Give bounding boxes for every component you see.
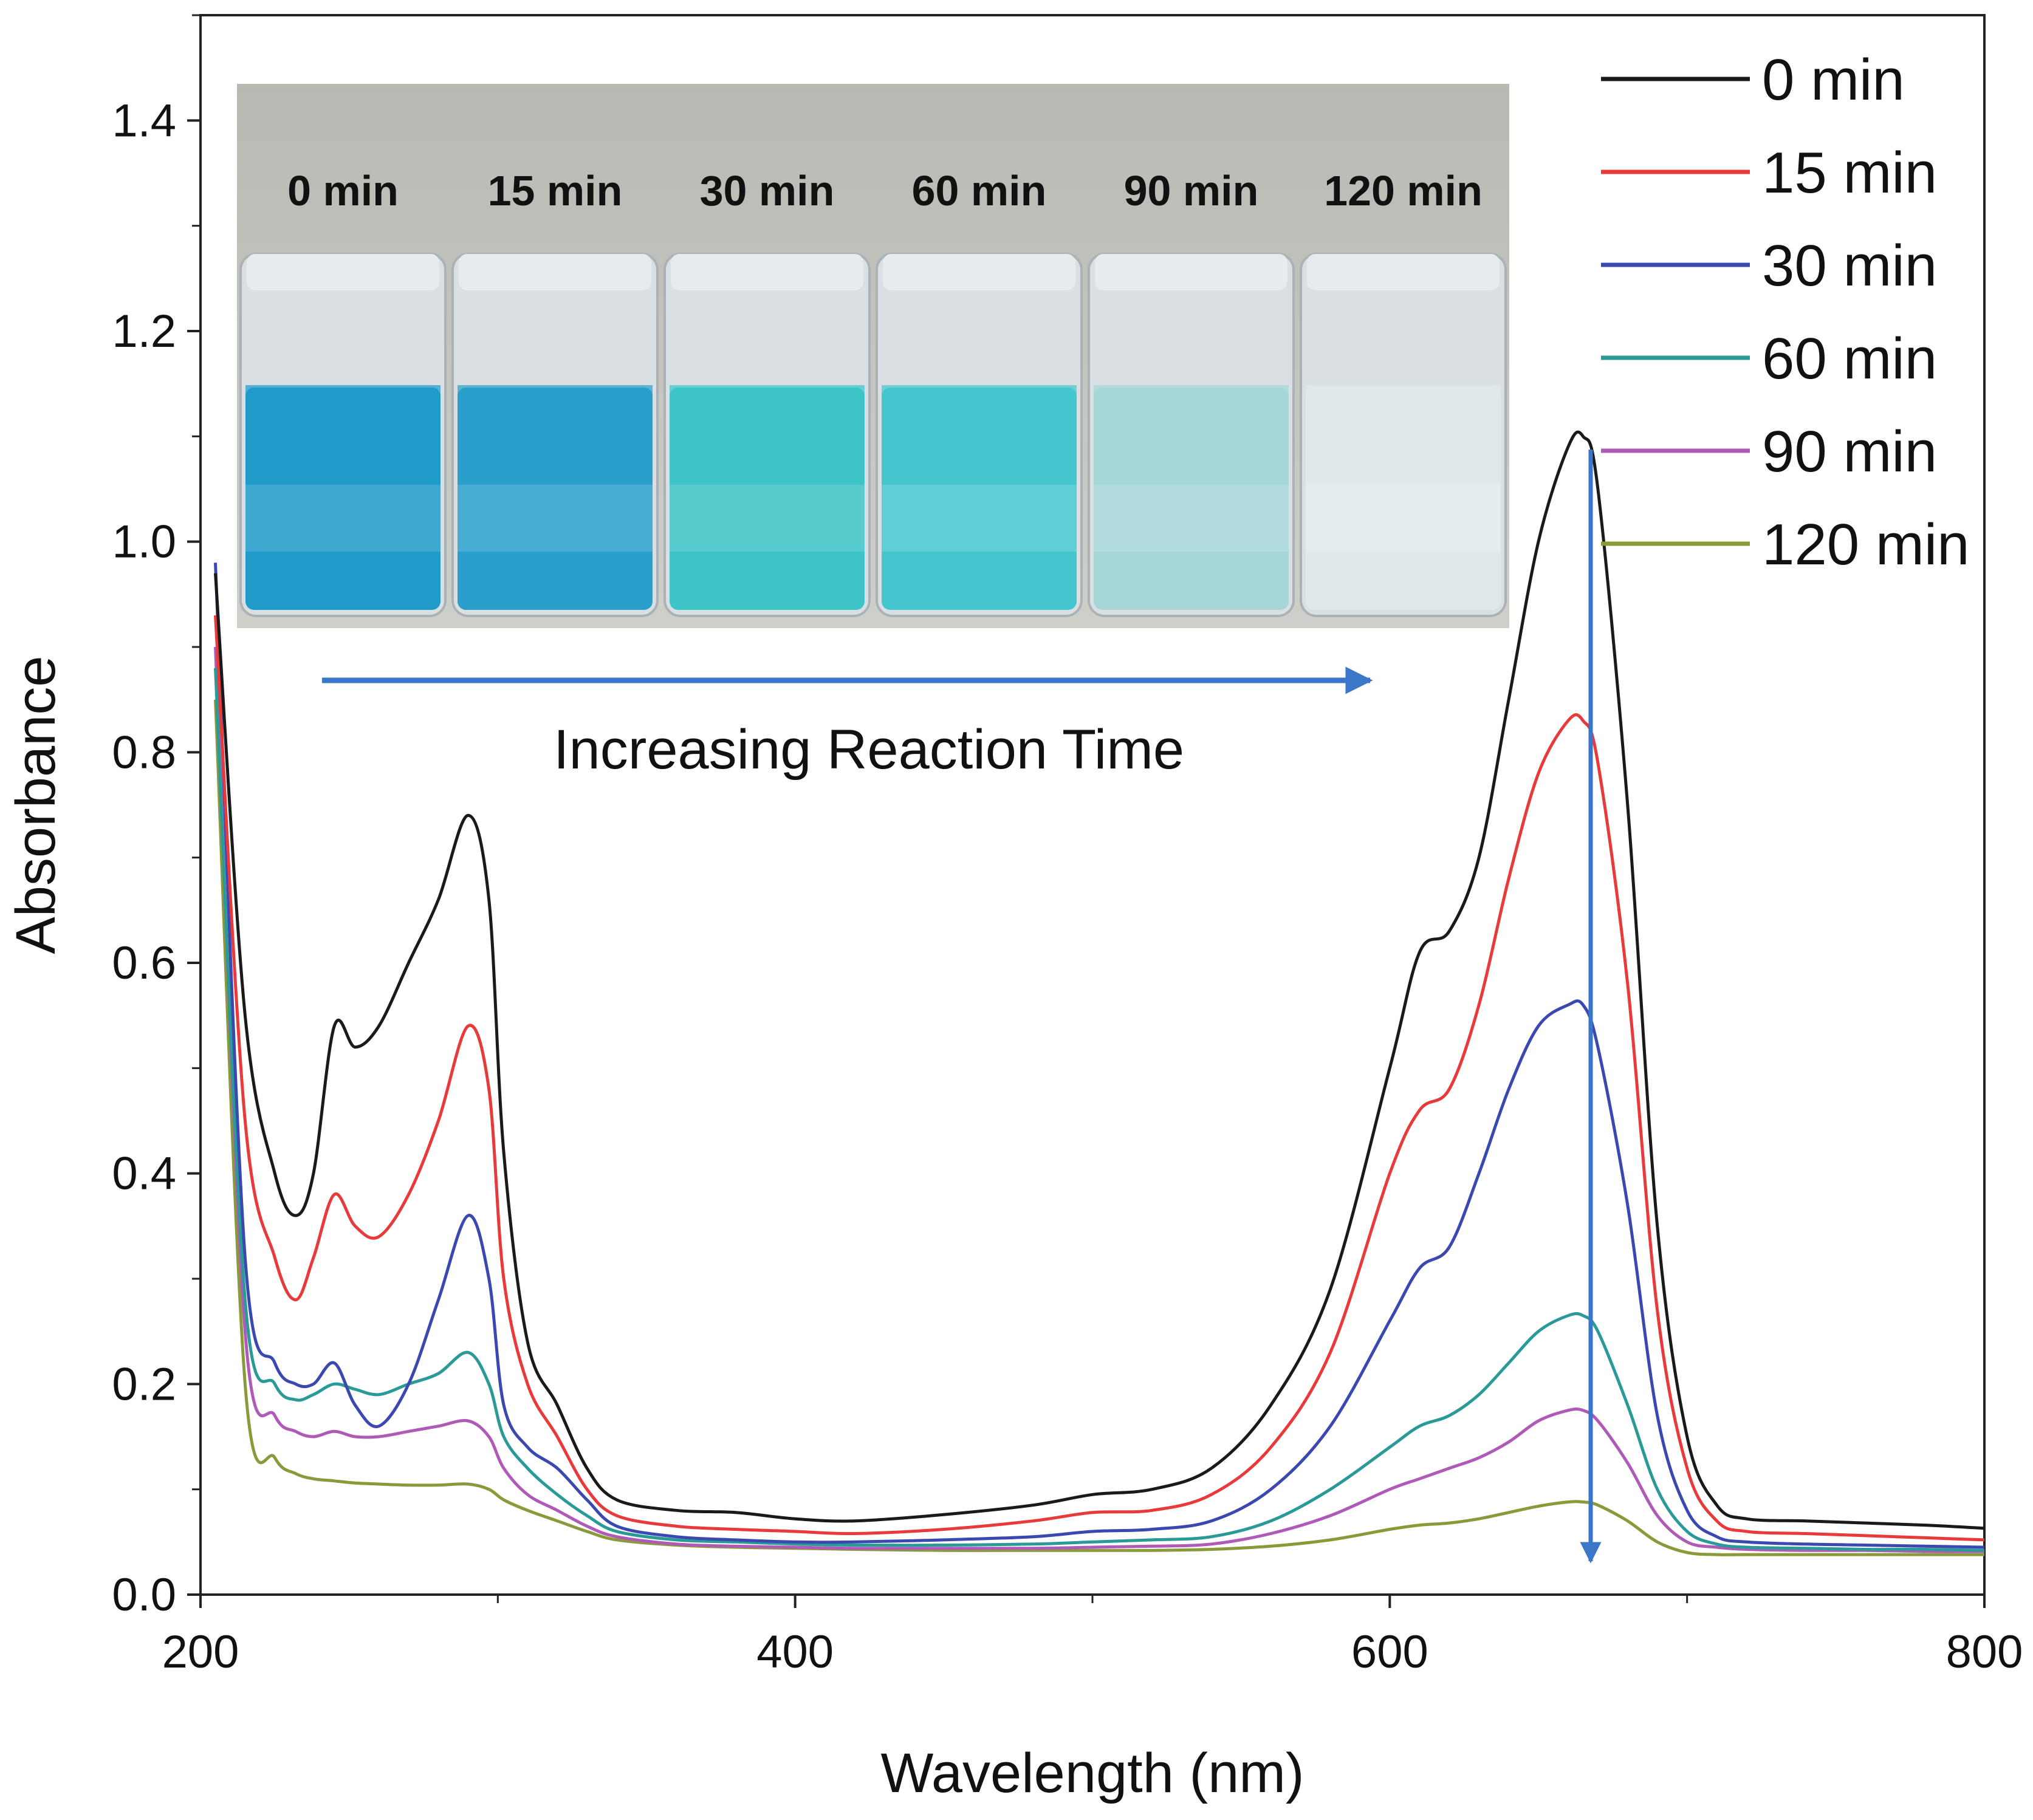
x-tick-label: 400 — [756, 1626, 834, 1678]
vial-neck — [247, 254, 439, 290]
legend-label: 0 min — [1762, 47, 1905, 112]
vial-label: 90 min — [1124, 167, 1259, 214]
vial-band — [245, 485, 441, 552]
x-tick-label: 600 — [1351, 1626, 1428, 1678]
vial-label: 30 min — [700, 167, 835, 214]
vial-neck — [671, 254, 863, 290]
inset-background — [237, 84, 1509, 628]
vial-label: 120 min — [1324, 167, 1483, 214]
inset-photo: 0 min 15 min 30 min 60 min 90 min 120 min — [237, 84, 1509, 628]
vial-label: 60 min — [912, 167, 1047, 214]
vial-label: 0 min — [287, 167, 399, 214]
y-tick-label: 0.0 — [112, 1569, 176, 1621]
vial-solution — [882, 388, 1077, 610]
x-axis-title: Wavelength (nm) — [880, 1742, 1304, 1804]
vial-band — [1094, 485, 1289, 552]
vial-meniscus — [458, 385, 653, 395]
vial-label: 15 min — [488, 167, 623, 214]
series-line-0-min — [214, 430, 1984, 1530]
vial-neck — [1095, 254, 1287, 290]
y-axis-title: Absorbance — [5, 656, 67, 954]
legend-label: 60 min — [1762, 326, 1937, 391]
y-tick-label: 0.2 — [112, 1358, 176, 1410]
y-tick-label: 0.4 — [112, 1148, 176, 1200]
x-tick-label: 200 — [162, 1626, 239, 1678]
vial-meniscus — [245, 385, 441, 395]
vial-meniscus — [1094, 385, 1289, 395]
x-tick-label: 800 — [1946, 1626, 2023, 1678]
y-tick-label: 1.2 — [112, 306, 176, 357]
legend-label: 30 min — [1762, 233, 1937, 298]
vial-neck — [1307, 254, 1500, 290]
vial-solution — [670, 388, 865, 610]
series-line-30-min — [214, 563, 1984, 1549]
reaction-time-caption: Increasing Reaction Time — [554, 719, 1184, 781]
vial-meniscus — [670, 385, 865, 395]
vial-neck — [459, 254, 651, 290]
vial-meniscus — [1306, 385, 1501, 395]
legend-label: 90 min — [1762, 419, 1937, 484]
legend-label: 120 min — [1762, 512, 1970, 577]
vial-solution — [1094, 388, 1289, 610]
legend: 0 min 15 min 30 min 60 min 90 min 120 min — [1601, 47, 1970, 577]
series-line-90-min — [214, 646, 1984, 1553]
vial-neck — [883, 254, 1075, 290]
y-tick-label: 0.8 — [112, 727, 176, 778]
vial-band — [458, 485, 653, 552]
vial-band — [882, 485, 1077, 552]
vial-solution — [245, 388, 441, 610]
vial-solution — [1306, 388, 1501, 610]
y-tick-label: 0.6 — [112, 937, 176, 989]
vial-meniscus — [882, 385, 1077, 395]
series-line-15-min — [214, 615, 1984, 1542]
vial-band — [1306, 485, 1501, 552]
y-tick-label: 1.0 — [112, 516, 176, 568]
vial-band — [670, 485, 865, 552]
series-line-120-min — [214, 699, 1984, 1556]
series-line-60-min — [214, 668, 1984, 1552]
vial-solution — [458, 388, 653, 610]
legend-label: 15 min — [1762, 140, 1937, 205]
y-tick-label: 1.4 — [112, 95, 176, 146]
